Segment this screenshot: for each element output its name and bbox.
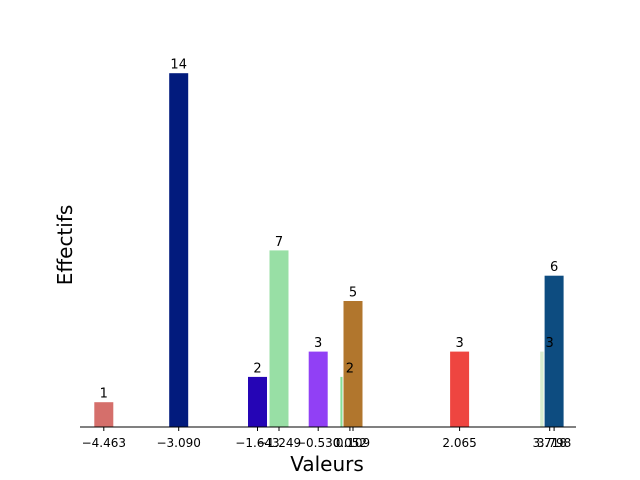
bar-4 bbox=[307, 350, 329, 428]
x-tick-label-1: −3.090 bbox=[156, 436, 200, 450]
x-ticks-layer: −4.463 −3.090 −1.643−1.249−0.5300.0520.109… bbox=[82, 427, 571, 450]
x-tick-label-3: −1.249 bbox=[257, 436, 301, 450]
x-axis-title: Valeurs bbox=[290, 452, 364, 476]
bar-value-label-6: 5 bbox=[349, 286, 357, 301]
bar-3 bbox=[268, 249, 290, 428]
bar-value-label-8: 3 bbox=[546, 336, 554, 351]
bar-value-label-3: 7 bbox=[275, 235, 283, 250]
x-tick-label-6: 0.109 bbox=[336, 436, 370, 450]
bar-0 bbox=[93, 401, 115, 428]
x-tick-label-7: 2.065 bbox=[442, 436, 476, 450]
x-tick-label-8: 3.718 bbox=[533, 436, 567, 450]
x-tick-label-2: −1.643 bbox=[235, 436, 279, 450]
x-tick-label-0: −4.463 bbox=[82, 436, 126, 450]
bar-value-label-5: 2 bbox=[346, 361, 354, 376]
bar-value-label-4: 3 bbox=[314, 336, 322, 351]
bars-layer bbox=[93, 72, 565, 428]
bar-value-label-0: 1 bbox=[100, 387, 108, 402]
x-tick-label-4: −0.530 bbox=[296, 436, 340, 450]
bar-value-label-2: 2 bbox=[253, 361, 261, 376]
bar-7 bbox=[449, 350, 471, 428]
bar-2 bbox=[247, 375, 268, 428]
x-tick-label-5: 0.052 bbox=[333, 436, 367, 450]
bar-value-label-1: 14 bbox=[170, 58, 187, 73]
x-tick-label-9: 3.798 bbox=[537, 436, 571, 450]
bar-value-label-9: 6 bbox=[550, 260, 558, 275]
y-axis-title: Effectifs bbox=[53, 205, 77, 286]
bar-1 bbox=[168, 72, 190, 428]
bar-value-label-7: 3 bbox=[455, 336, 463, 351]
